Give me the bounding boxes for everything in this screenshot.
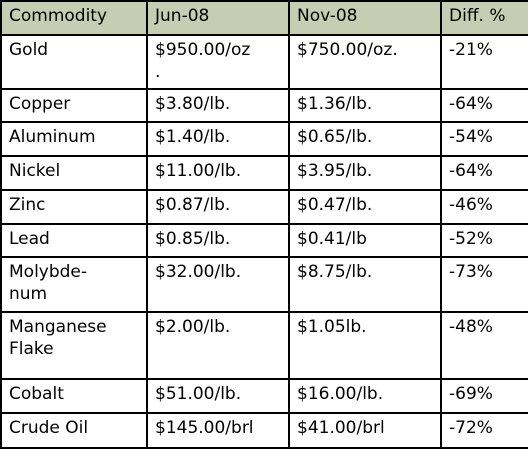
table-cell: Cobalt bbox=[0, 378, 148, 414]
table-cell: $0.47/lb. bbox=[288, 189, 442, 225]
table-cell: $145.00/brl bbox=[146, 412, 290, 449]
table-row: Molybde- num $32.00/lb. $8.75/lb. -73% bbox=[0, 256, 528, 313]
header-cell: Jun-08 bbox=[146, 0, 290, 36]
header-cell: Commodity bbox=[0, 0, 148, 36]
table-cell: Zinc bbox=[0, 189, 148, 225]
table-cell: $0.65/lb. bbox=[288, 121, 442, 157]
table-cell: -46% bbox=[440, 189, 528, 225]
table-cell: $0.41/lb bbox=[288, 223, 442, 258]
table-row: Nickel $11.00/lb. $3.95/lb. -64% bbox=[0, 155, 528, 191]
table-cell: $11.00/lb. bbox=[146, 155, 290, 191]
table-cell: -73% bbox=[440, 256, 528, 313]
table-row: Aluminum $1.40/lb. $0.65/lb. -54% bbox=[0, 121, 528, 157]
table-cell: -48% bbox=[440, 311, 528, 380]
header-cell: Nov-08 bbox=[288, 0, 442, 36]
table-cell: $51.00/lb. bbox=[146, 378, 290, 414]
table-cell: Crude Oil bbox=[0, 412, 148, 449]
table-cell: -72% bbox=[440, 412, 528, 449]
table-row: Manganese Flake $2.00/lb. $1.05lb. -48% bbox=[0, 311, 528, 380]
table-cell: $41.00/brl bbox=[288, 412, 442, 449]
table-cell: -52% bbox=[440, 223, 528, 258]
table-cell: -69% bbox=[440, 378, 528, 414]
table-cell: Copper bbox=[0, 88, 148, 123]
table-cell: $750.00/oz. bbox=[288, 34, 442, 90]
table-cell: Gold bbox=[0, 34, 148, 90]
table-row: Copper $3.80/lb. $1.36/lb. -64% bbox=[0, 88, 528, 123]
table-cell: $950.00/oz . bbox=[146, 34, 290, 90]
table-cell: $8.75/lb. bbox=[288, 256, 442, 313]
table-cell: Molybde- num bbox=[0, 256, 148, 313]
table-cell: $3.80/lb. bbox=[146, 88, 290, 123]
table-row: Crude Oil $145.00/brl $41.00/brl -72% bbox=[0, 412, 528, 449]
table-cell: $16.00/lb. bbox=[288, 378, 442, 414]
table-row: Zinc $0.87/lb. $0.47/lb. -46% bbox=[0, 189, 528, 225]
table-cell: $2.00/lb. bbox=[146, 311, 290, 380]
table-cell: $0.87/lb. bbox=[146, 189, 290, 225]
table-row: Cobalt $51.00/lb. $16.00/lb. -69% bbox=[0, 378, 528, 414]
table-cell: -21% bbox=[440, 34, 528, 90]
table-cell: -64% bbox=[440, 88, 528, 123]
table-cell: $1.40/lb. bbox=[146, 121, 290, 157]
table-row: Lead $0.85/lb. $0.41/lb -52% bbox=[0, 223, 528, 258]
table-cell: Lead bbox=[0, 223, 148, 258]
table-cell: -64% bbox=[440, 155, 528, 191]
table-cell: $1.36/lb. bbox=[288, 88, 442, 123]
table-row: Gold $950.00/oz . $750.00/oz. -21% bbox=[0, 34, 528, 90]
table-cell: Nickel bbox=[0, 155, 148, 191]
table-cell: $3.95/lb. bbox=[288, 155, 442, 191]
header-cell: Diff. % bbox=[440, 0, 528, 36]
table-cell: Aluminum bbox=[0, 121, 148, 157]
table-cell: -54% bbox=[440, 121, 528, 157]
table-cell: Manganese Flake bbox=[0, 311, 148, 380]
table-cell: $0.85/lb. bbox=[146, 223, 290, 258]
table-cell: $32.00/lb. bbox=[146, 256, 290, 313]
header-row: Commodity Jun-08 Nov-08 Diff. % bbox=[0, 0, 528, 36]
table-body: Gold $950.00/oz . $750.00/oz. -21% Copper $3.… bbox=[0, 34, 528, 449]
table-cell: $1.05lb. bbox=[288, 311, 442, 380]
